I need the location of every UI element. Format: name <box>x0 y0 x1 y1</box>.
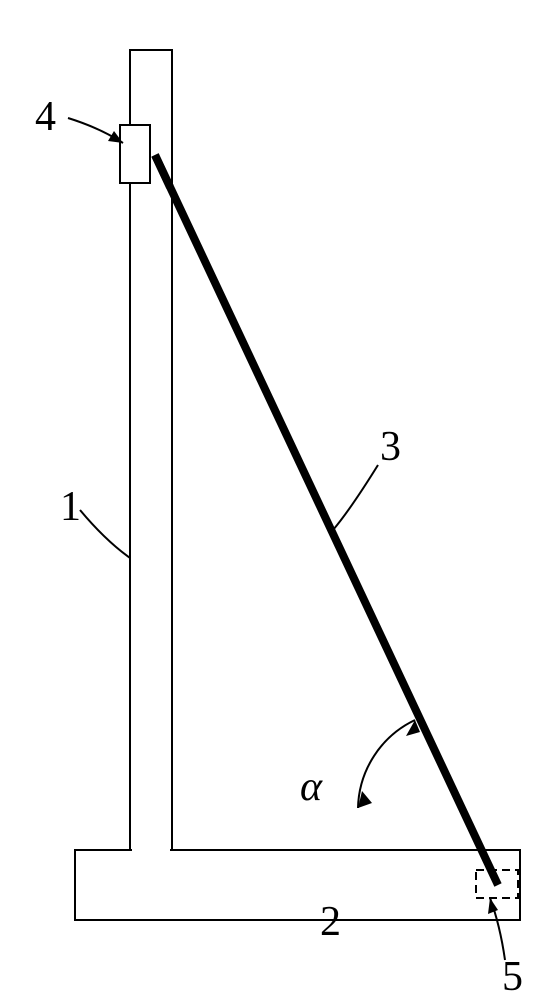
horizontal-base <box>75 850 520 920</box>
label-4: 4 <box>35 94 56 140</box>
leader-1 <box>80 510 130 558</box>
technical-diagram: 1 2 3 4 5 α <box>0 0 555 1000</box>
diagonal-member <box>155 155 498 885</box>
label-1: 1 <box>60 484 81 530</box>
label-alpha: α <box>300 764 323 810</box>
angle-arc <box>358 720 415 808</box>
label-5: 5 <box>502 954 523 1000</box>
joint-cover <box>132 848 170 852</box>
label-3: 3 <box>380 424 401 470</box>
leader-3 <box>333 465 378 530</box>
diagram-container: 1 2 3 4 5 α <box>0 0 555 1000</box>
label-2: 2 <box>320 899 341 945</box>
top-connector <box>120 125 150 183</box>
